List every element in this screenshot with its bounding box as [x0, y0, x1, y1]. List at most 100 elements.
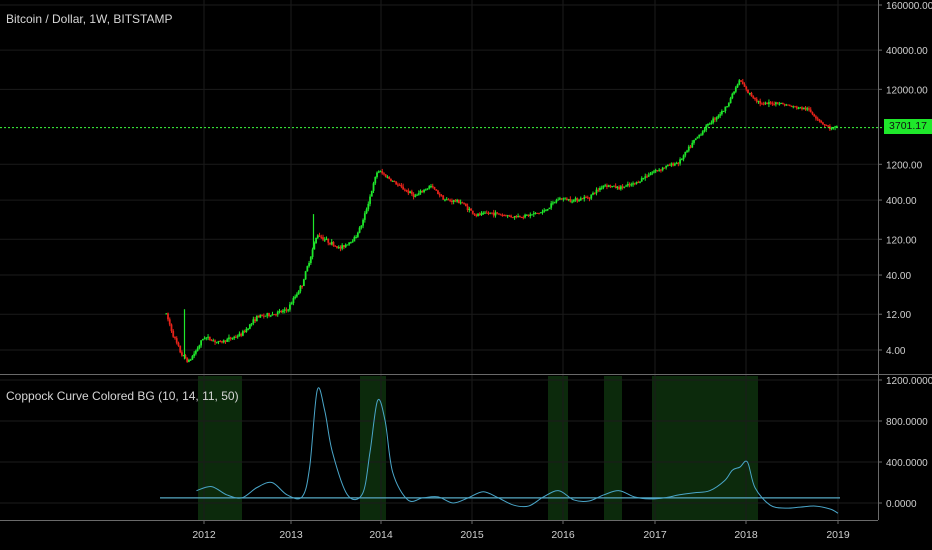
candle-body	[748, 92, 751, 94]
candle-body	[656, 170, 659, 172]
candle-body	[478, 213, 481, 216]
candle-body	[447, 199, 450, 201]
grid-lines	[0, 0, 878, 520]
candle-body	[511, 217, 514, 219]
candle-body	[322, 237, 324, 240]
candle-body	[186, 358, 189, 362]
candle-body	[426, 188, 429, 190]
indicator-bg-zone	[198, 376, 242, 520]
indicator-bg-zone	[360, 376, 386, 520]
candle-body	[489, 212, 492, 214]
candle-body	[630, 184, 633, 186]
candle-body	[593, 192, 596, 194]
candle-body	[430, 185, 432, 187]
candle-body	[665, 165, 668, 168]
candle-body	[494, 212, 497, 216]
candle-body	[241, 331, 244, 336]
candle-body	[600, 187, 603, 189]
candle-body	[705, 125, 708, 131]
candle-body	[442, 195, 445, 200]
candle-body	[318, 235, 321, 237]
candle-body	[802, 107, 805, 110]
candle-body	[398, 184, 401, 186]
candle-body	[259, 314, 262, 318]
time-axis-tick-label: 2013	[279, 529, 303, 541]
candle-body	[339, 246, 342, 249]
candle-body	[809, 109, 812, 113]
candle-body	[619, 186, 622, 190]
main-chart-title: Bitcoin / Dollar, 1W, BITSTAMP	[6, 12, 173, 26]
candle-body	[451, 200, 453, 203]
candle-body	[799, 107, 802, 109]
price-candles	[165, 78, 838, 363]
candle-body	[196, 348, 199, 351]
candle-body	[614, 185, 617, 189]
candle-body	[306, 266, 309, 272]
candle-body	[480, 213, 483, 216]
candle-body	[419, 190, 422, 194]
candle-body	[367, 203, 370, 210]
candle-body	[757, 100, 760, 102]
candle-body	[606, 185, 608, 187]
candle-body	[181, 352, 183, 356]
candle-body	[682, 155, 685, 160]
price-axis-tick-label: 160000.00	[886, 1, 932, 12]
candle-body	[513, 216, 516, 218]
candle-body	[567, 199, 570, 201]
candle-body	[254, 319, 256, 322]
candle-body	[360, 225, 363, 228]
candle-body	[431, 185, 434, 187]
candle-body	[741, 81, 744, 85]
candle-body	[590, 194, 593, 199]
candle-body	[677, 162, 680, 164]
candle-body	[579, 198, 582, 201]
candle-body	[238, 333, 241, 337]
time-axis-tick-label: 2019	[826, 529, 850, 541]
candle-body	[672, 163, 675, 166]
candle-body	[712, 118, 715, 123]
candle-body	[231, 338, 234, 340]
candle-body	[815, 116, 817, 119]
candle-body	[599, 188, 601, 191]
candle-body	[747, 89, 749, 94]
candle-body	[808, 108, 810, 110]
candle-body	[201, 339, 204, 341]
candle-body	[423, 190, 425, 193]
candle-body	[771, 103, 774, 105]
candle-body	[477, 213, 479, 216]
candle-body	[285, 309, 288, 311]
candle-body	[560, 198, 563, 200]
candle-body	[349, 241, 352, 243]
candle-body	[696, 136, 699, 139]
candle-body	[651, 172, 654, 174]
candle-body	[266, 313, 269, 316]
candle-body	[212, 340, 215, 342]
candle-body	[294, 296, 297, 299]
candle-body	[205, 337, 208, 339]
indicator-axis-tick-label: 800.0000	[886, 417, 928, 428]
price-axis-tick-label: 40000.00	[886, 46, 928, 57]
candle-body	[194, 350, 197, 354]
candle-body	[557, 199, 560, 201]
candle-body	[289, 304, 291, 310]
candle-body	[734, 87, 737, 92]
candle-body	[402, 186, 405, 190]
candle-body	[830, 127, 833, 130]
candle-body	[764, 102, 767, 104]
candle-body	[506, 215, 509, 217]
candle-body	[820, 120, 823, 123]
candle-body	[633, 183, 636, 185]
candle-body	[545, 210, 547, 212]
candle-body	[470, 208, 472, 211]
candle-body	[487, 213, 490, 215]
candle-body	[334, 245, 337, 247]
candle-body	[536, 212, 539, 214]
candle-body	[492, 212, 495, 216]
last-price-label: 3701.17	[884, 119, 932, 134]
candle-body	[229, 337, 232, 339]
candle-body	[374, 176, 377, 184]
candle-body	[774, 102, 777, 105]
candle-body	[781, 102, 784, 105]
candle-body	[719, 114, 722, 116]
